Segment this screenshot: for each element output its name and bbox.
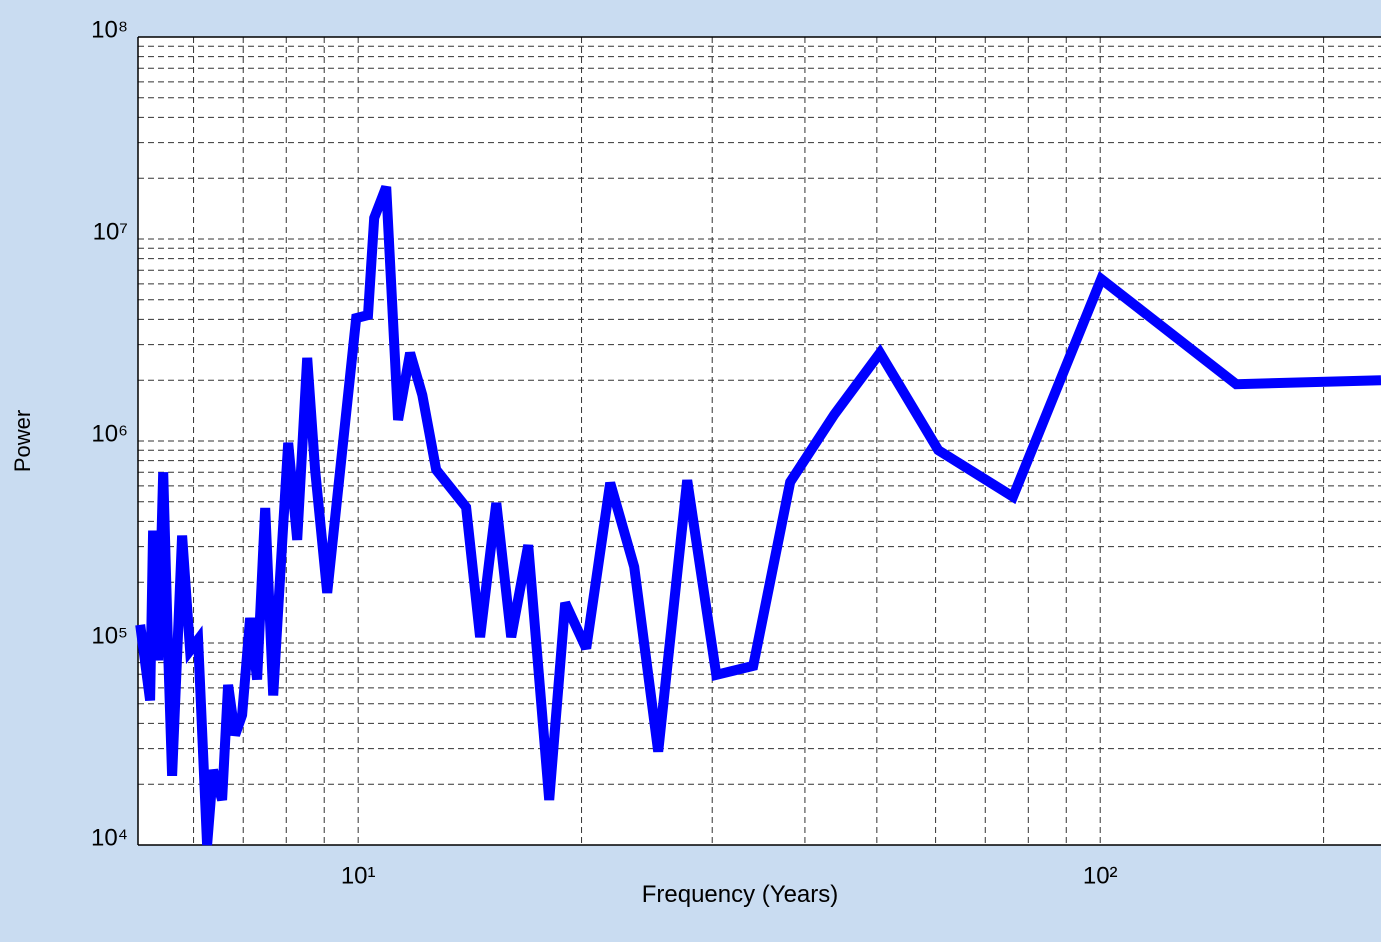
y-tick-label: 10⁶ <box>91 420 128 447</box>
y-axis-label: Power <box>10 410 35 472</box>
x-tick-label: 10² <box>1083 862 1118 889</box>
x-axis-label: Frequency (Years) <box>642 881 839 908</box>
y-tick-label: 10⁸ <box>91 16 128 43</box>
data-line <box>135 185 1381 846</box>
y-tick-label: 10⁷ <box>93 218 128 245</box>
x-tick-label: 10¹ <box>341 862 376 889</box>
y-tick-label: 10⁴ <box>91 824 128 851</box>
y-tick-label: 10⁵ <box>91 622 128 649</box>
